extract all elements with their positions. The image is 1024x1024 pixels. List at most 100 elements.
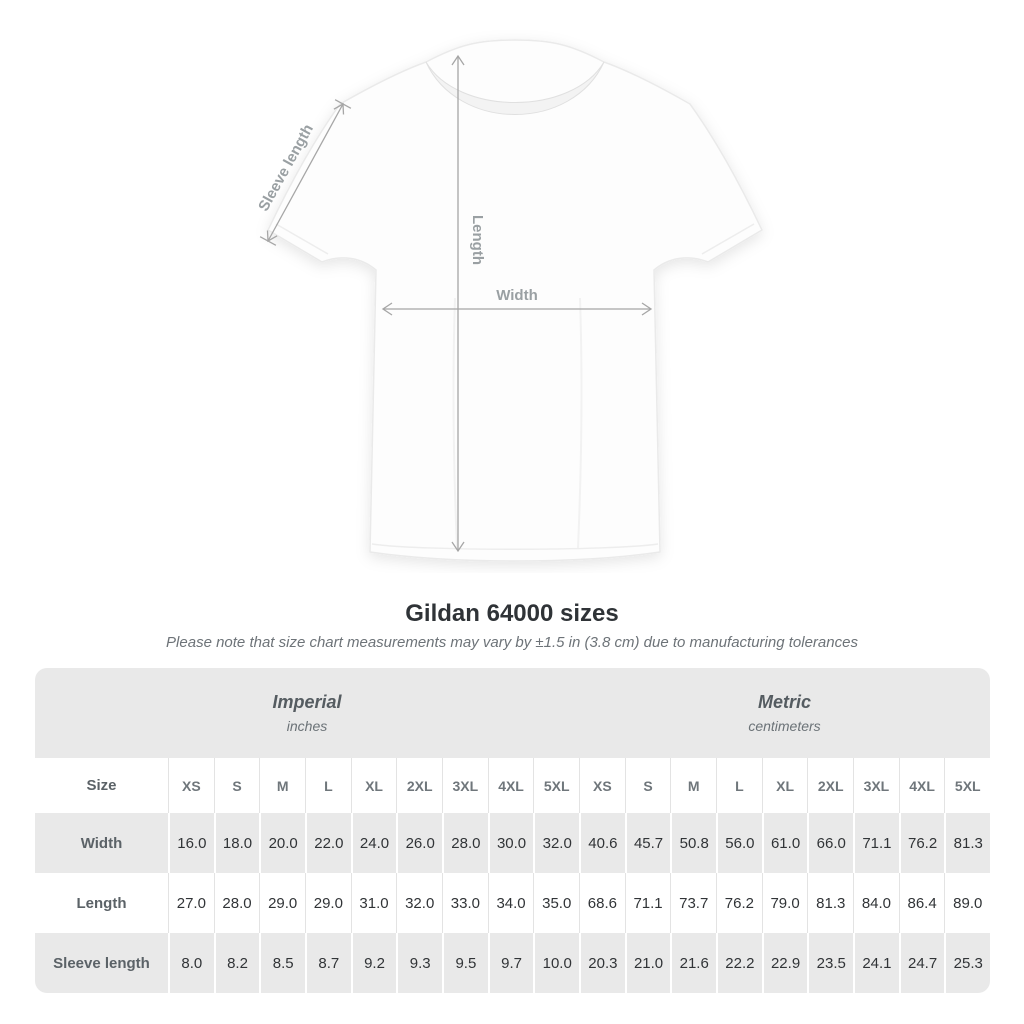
measurement-value: 21.0 [624, 933, 671, 993]
measurement-value: 28.0 [213, 873, 260, 933]
measurement-value: 29.0 [305, 873, 351, 933]
size-col-header: S [213, 758, 260, 813]
size-col-header: L [305, 758, 351, 813]
measurement-value: 33.0 [442, 873, 488, 933]
size-col-header: XS [579, 758, 625, 813]
size-col-header: L [716, 758, 762, 813]
size-col-header: 4XL [487, 758, 534, 813]
measurement-value: 24.1 [853, 933, 899, 993]
measurement-value: 32.0 [533, 813, 579, 873]
measurement-value: 76.2 [716, 873, 762, 933]
collar [425, 61, 605, 115]
size-col-header: XS [168, 758, 214, 813]
metric-unit: centimeters [748, 718, 821, 734]
tolerance-note: Please note that size chart measurements… [166, 634, 858, 651]
row-label: Width [80, 834, 123, 852]
measurement-value: 73.7 [670, 873, 716, 933]
measurement-value: 22.9 [761, 933, 808, 993]
length-label: Length [469, 215, 486, 265]
metric-header: Metric centimeters [579, 668, 990, 758]
measurement-value: 9.2 [350, 933, 397, 993]
measurement-row: Sleeve length 8.0 8.2 8.5 8.7 9.2 9.3 9.5 9.7 10.… [35, 933, 990, 993]
measurement-value: 79.0 [761, 873, 808, 933]
measurement-value: 31.0 [350, 873, 397, 933]
measurement-value: 86.4 [898, 873, 945, 933]
measurement-value: 81.3 [944, 813, 990, 873]
size-col-header: 3XL [853, 758, 899, 813]
page-title: Gildan 64000 sizes [405, 600, 619, 627]
measurement-value: 45.7 [624, 813, 671, 873]
measurement-value: 40.6 [579, 813, 625, 873]
length-arrow [451, 54, 465, 553]
measurement-row: Length 27.0 28.0 29.0 29.0 31.0 32.0 33.0 34.0 35… [35, 873, 990, 933]
measurement-value: 28.0 [442, 813, 488, 873]
size-col-header: 5XL [533, 758, 579, 813]
measurement-value: 89.0 [944, 873, 990, 933]
size-col-header: 5XL [944, 758, 990, 813]
size-column-label: Size [86, 777, 117, 794]
measurement-value: 34.0 [487, 873, 534, 933]
measurement-value: 66.0 [807, 813, 853, 873]
size-col-header: 2XL [396, 758, 442, 813]
width-arrow [381, 302, 653, 316]
measurement-value: 71.1 [853, 813, 899, 873]
size-table: Imperial inches Metric centimeters Size X… [35, 668, 990, 993]
size-col-header: M [670, 758, 716, 813]
measurement-value: 22.2 [716, 933, 762, 993]
table-body: Width 16.0 18.0 20.0 22.0 24.0 26.0 28.0 30.0 32.… [35, 813, 990, 993]
measurement-value: 32.0 [396, 873, 442, 933]
measurement-value: 22.0 [305, 813, 351, 873]
imperial-title: Imperial [272, 692, 342, 712]
measurement-value: 23.5 [807, 933, 853, 993]
row-label: Sleeve length [53, 954, 150, 972]
measurement-value: 76.2 [898, 813, 945, 873]
sleeve-length-arrow [259, 99, 352, 246]
tshirt-graphic [267, 39, 763, 562]
measurement-value: 18.0 [213, 813, 260, 873]
measurement-value: 35.0 [533, 873, 579, 933]
size-col-header: M [259, 758, 305, 813]
size-col-header: 4XL [898, 758, 945, 813]
measurement-value: 9.5 [442, 933, 488, 993]
size-col-header: XL [350, 758, 397, 813]
measurement-row: Width 16.0 18.0 20.0 22.0 24.0 26.0 28.0 30.0 32.… [35, 813, 990, 873]
imperial-unit: inches [286, 718, 328, 734]
measurement-value: 30.0 [487, 813, 534, 873]
unit-header-band: Imperial inches Metric centimeters [35, 668, 990, 758]
measurement-value: 24.0 [350, 813, 397, 873]
measurement-value: 9.7 [487, 933, 534, 993]
row-label: Length [76, 894, 127, 912]
measurement-value: 81.3 [807, 873, 853, 933]
measurement-value: 16.0 [168, 813, 214, 873]
measurement-value: 29.0 [259, 873, 305, 933]
measurement-value: 50.8 [670, 813, 716, 873]
size-col-header: 3XL [442, 758, 488, 813]
measurement-value: 61.0 [761, 813, 808, 873]
measurement-value: 27.0 [168, 873, 214, 933]
imperial-header: Imperial inches [35, 668, 579, 758]
size-col-header: 2XL [807, 758, 853, 813]
measurement-value: 71.1 [624, 873, 671, 933]
measurement-value: 20.0 [259, 813, 305, 873]
size-col-header: S [624, 758, 671, 813]
measurement-value: 10.0 [533, 933, 579, 993]
size-header-row: Size XS S M L XL 2XL 3XL 4XL 5XL XS S M L XL 2XL 3XL 4XL 5… [35, 758, 990, 813]
tshirt-diagram: Sleeve length Length Width [255, 39, 763, 562]
measurement-value: 26.0 [396, 813, 442, 873]
measurement-value: 21.6 [670, 933, 716, 993]
width-label: Width [496, 287, 538, 304]
measurement-value: 20.3 [579, 933, 625, 993]
measurement-value: 8.0 [168, 933, 214, 993]
measurement-value: 8.2 [213, 933, 260, 993]
measurement-value: 84.0 [853, 873, 899, 933]
metric-title: Metric [757, 692, 811, 712]
measurement-value: 24.7 [898, 933, 945, 993]
measurement-value: 56.0 [716, 813, 762, 873]
measurement-value: 68.6 [579, 873, 625, 933]
measurement-value: 8.7 [305, 933, 351, 993]
measurement-value: 9.3 [396, 933, 442, 993]
measurement-value: 8.5 [259, 933, 305, 993]
size-col-header: XL [761, 758, 808, 813]
measurement-value: 25.3 [944, 933, 990, 993]
